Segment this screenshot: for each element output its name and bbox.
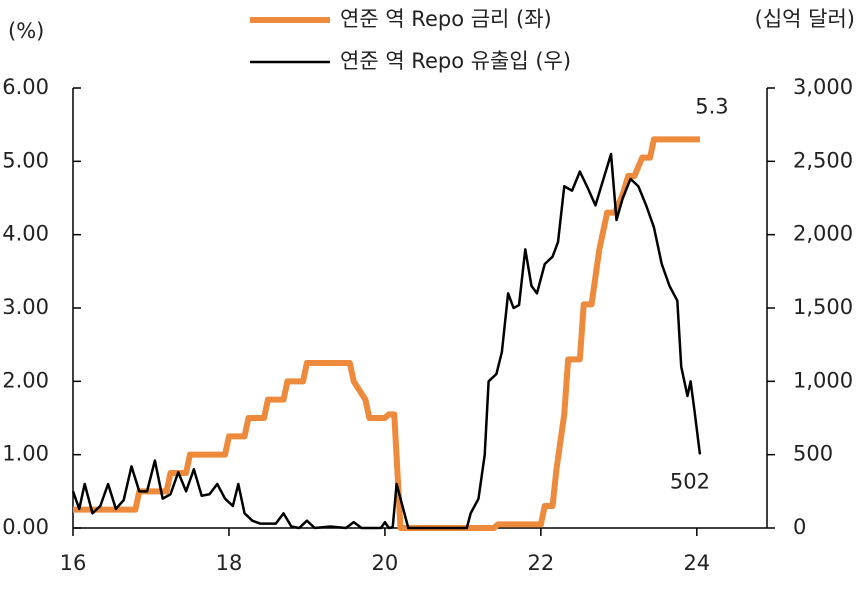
y2-tick-label: 2,500: [793, 148, 853, 172]
series-line: [71, 152, 702, 530]
x-tick-label: 16: [60, 551, 87, 575]
y2-tick-label: 500: [793, 442, 833, 466]
y-tick-label: 0.00: [2, 515, 49, 539]
y-tick-label: 3.00: [2, 295, 49, 319]
y2-unit-label: (십억 달러): [755, 7, 855, 31]
x-tick-label: 18: [216, 551, 243, 575]
x-tick-label: 20: [372, 551, 399, 575]
series-line: [73, 136, 700, 531]
y-tick-label: 2.00: [2, 368, 49, 392]
y2-tick-label: 2,000: [793, 222, 853, 246]
y-unit-label: (%): [8, 19, 44, 43]
y2-tick-label: 1,000: [793, 368, 853, 392]
y2-tick-label: 0: [793, 515, 806, 539]
legend-label: 연준 역 Repo 금리 (좌): [340, 7, 552, 31]
y-tick-label: 1.00: [2, 442, 49, 466]
data-label: 5.3: [695, 94, 728, 118]
x-tick-label: 24: [683, 551, 710, 575]
y-tick-label: 6.00: [2, 75, 49, 99]
y-tick-label: 4.00: [2, 222, 49, 246]
data-label: 502: [670, 469, 710, 493]
y-tick-label: 5.00: [2, 148, 49, 172]
y2-tick-label: 1,500: [793, 295, 853, 319]
y2-tick-label: 3,000: [793, 75, 853, 99]
legend-label: 연준 역 Repo 유출입 (우): [340, 49, 571, 73]
x-tick-label: 22: [527, 551, 554, 575]
